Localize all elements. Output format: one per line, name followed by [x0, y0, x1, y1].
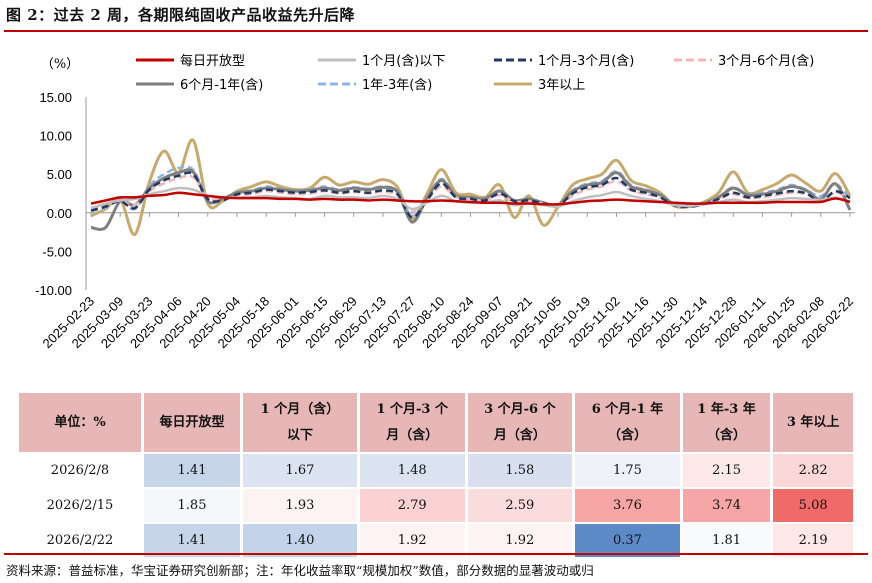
title-rule	[4, 30, 868, 32]
table-header-cell: 1 年-3 年 （含）	[682, 393, 771, 452]
table-cell: 1.48	[359, 454, 465, 487]
table-cell: 1.58	[467, 454, 573, 487]
series-line-2	[90, 171, 851, 219]
series-line-0	[90, 191, 851, 206]
table-cell: 1.85	[144, 489, 241, 522]
table-row: 2026/2/22 1.41 1.40 1.92 1.92 0.37 1.81 2.19	[19, 524, 853, 557]
table-header-cell: 3 年以上	[773, 393, 853, 452]
row-date: 2026/2/15	[46, 498, 114, 513]
legend-label: 6个月-1年(含)	[180, 77, 263, 93]
series-line-6	[90, 138, 852, 236]
table-row: 2026/2/15 1.85 1.93 2.79 2.59 3.76 3.74 5.08	[19, 489, 853, 522]
table-header-row: 单位：% 每日开放型 1 个月（含） 以下 1 个月-3 个月（含） 3 个月-6 个月（…	[19, 393, 853, 452]
table-cell: 2.79	[359, 489, 465, 522]
table-header-text: 月（含）	[386, 427, 439, 443]
legend-label: 1个月-3个月(含)	[538, 53, 634, 69]
table-body: 2026/2/8 1.41 1.67 1.48 1.58 1.75 2.15 2.82 2026…	[19, 454, 853, 557]
table-row: 2026/2/8 1.41 1.67 1.48 1.58 1.75 2.15 2.82	[19, 454, 853, 487]
yield-table: 单位：% 每日开放型 1 个月（含） 以下 1 个月-3 个月（含） 3 个月-6 个月（…	[16, 391, 856, 559]
table-cell: 1.41	[144, 454, 241, 487]
legend-label: 每日开放型	[180, 53, 245, 69]
table-header-text: 3 年以上	[786, 414, 840, 430]
table-cell: 1.67	[243, 454, 357, 487]
legend-label: 3个月-6个月(含)	[718, 53, 814, 69]
table-header-cell: 每日开放型	[144, 393, 241, 452]
table-cell: 1.41	[144, 524, 241, 557]
table-header-text: 1 年-3 年	[697, 401, 756, 417]
table-header-text: 以下	[286, 427, 313, 443]
line-chart: （%）15.0010.005.000.00-5.00-10.002025-02-…	[35, 53, 856, 351]
chart-axes: （%）15.0010.005.000.00-5.00-10.002025-02-…	[35, 57, 856, 351]
table-header-cell: 单位：%	[19, 393, 141, 452]
table-cell: 0.37	[575, 524, 680, 557]
series-line-3	[90, 174, 851, 213]
table-header-cell: 1 个月（含） 以下	[243, 393, 357, 452]
chart-series-lines	[90, 138, 852, 236]
table-header-text: （含）	[707, 427, 747, 443]
table-cell: 1.75	[575, 454, 680, 487]
legend-label: 1个月(含)以下	[362, 53, 445, 69]
source-note: 资料来源：普益标准，华宝证券研究创新部；注：年化收益率取“规模加权”数值，部分数…	[6, 563, 594, 578]
table-cell: 2.15	[682, 454, 771, 487]
y-tick-label: -10.00	[35, 283, 72, 298]
y-axis-label: （%）	[41, 57, 79, 72]
legend-label: 3年以上	[538, 78, 585, 93]
table-header-cell: 6 个月-1 年 （含）	[575, 393, 680, 452]
table-header-text: 1 个月-3 个	[376, 401, 448, 417]
y-tick-label: 0.00	[47, 206, 72, 221]
source-rule	[4, 553, 868, 555]
legend-label: 1年-3年(含)	[362, 77, 432, 93]
y-tick-label: 10.00	[39, 129, 72, 144]
table-cell: 1.81	[682, 524, 771, 557]
row-date: 2026/2/22	[46, 533, 114, 548]
table-header-cell: 3 个月-6 个月（含）	[467, 393, 573, 452]
row-date: 2026/2/8	[50, 463, 110, 478]
y-tick-label: 5.00	[47, 167, 72, 182]
table-cell: 2.59	[467, 489, 573, 522]
table-cell: 2.19	[773, 524, 853, 557]
table-header-text: 月（含）	[493, 427, 546, 443]
table-cell: 1.40	[243, 524, 357, 557]
table-cell: 1.92	[359, 524, 465, 557]
figure-title: 图 2：过去 2 周，各期限纯固收产品收益先升后降	[6, 6, 356, 24]
y-tick-label: -5.00	[42, 244, 72, 259]
table-cell: 3.76	[575, 489, 680, 522]
table-header-text: 1 个月（含）	[260, 401, 340, 417]
table-cell: 3.74	[682, 489, 771, 522]
table-cell: 1.93	[243, 489, 357, 522]
table-header-text: 6 个月-1 年	[591, 401, 664, 417]
table-cell: 2.82	[773, 454, 853, 487]
table-header-text: 3 个月-6 个	[484, 401, 556, 417]
table-header-text: 单位：%	[54, 414, 106, 430]
table-cell: 1.92	[467, 524, 573, 557]
table-header-text: 每日开放型	[159, 414, 225, 430]
table-cell: 5.08	[773, 489, 853, 522]
table-header-cell: 1 个月-3 个月（含）	[359, 393, 465, 452]
y-tick-label: 15.00	[39, 90, 72, 105]
chart-legend: 每日开放型 1个月(含)以下 1个月-3个月(含) 3个月-6个月(含) 6个月-1年(…	[136, 53, 814, 93]
table-header-text: （含）	[607, 427, 647, 443]
